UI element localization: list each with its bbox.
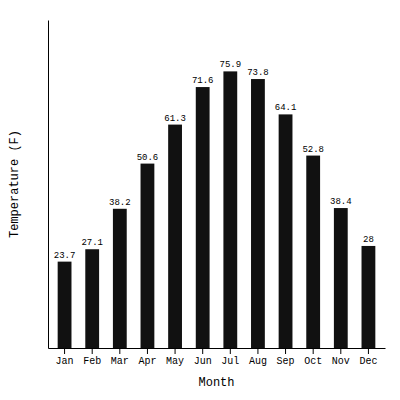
x-tick-label: Sep bbox=[277, 356, 295, 367]
x-tick: Aug bbox=[249, 348, 267, 367]
x-axis: Jan Feb Mar Apr May Jun Jul Aug Sep Oct Nov Dec bbox=[49, 348, 386, 367]
x-tick: Dec bbox=[359, 348, 377, 367]
bar bbox=[113, 209, 127, 348]
x-tick: Oct bbox=[304, 348, 322, 367]
bar bbox=[168, 125, 182, 348]
x-tick-label: Jun bbox=[194, 356, 212, 367]
x-tick: Nov bbox=[332, 348, 350, 367]
x-tick: Mar bbox=[111, 348, 129, 367]
x-tick-mark bbox=[340, 348, 341, 354]
data-label: 50.6 bbox=[137, 153, 159, 163]
y-axis-line bbox=[48, 21, 49, 349]
data-labels: 23.7 27.1 38.2 50.6 61.3 71.6 75.9 73.8 64.1 52.8… bbox=[54, 60, 374, 260]
x-tick-label: Apr bbox=[138, 356, 156, 367]
data-label: 38.4 bbox=[330, 197, 352, 207]
x-tick-label: Nov bbox=[332, 356, 350, 367]
x-tick-label: May bbox=[166, 356, 184, 367]
x-tick-label: Aug bbox=[249, 356, 267, 367]
data-label: 23.7 bbox=[54, 251, 76, 261]
x-tick-mark bbox=[119, 348, 120, 354]
data-label: 27.1 bbox=[81, 238, 103, 248]
x-tick-label: Oct bbox=[304, 356, 322, 367]
bar bbox=[334, 208, 348, 348]
bar bbox=[362, 246, 376, 348]
plot-area: Jan Feb Mar Apr May Jun Jul Aug Sep Oct Nov Dec 23.7… bbox=[49, 21, 386, 368]
x-tick: Jun bbox=[194, 348, 212, 367]
x-tick-label: Feb bbox=[83, 356, 101, 367]
data-label: 71.6 bbox=[192, 76, 214, 86]
data-label: 75.9 bbox=[220, 60, 242, 70]
x-axis-line bbox=[49, 348, 386, 349]
x-tick-mark bbox=[230, 348, 231, 354]
x-tick-label: Jul bbox=[221, 356, 239, 367]
bar bbox=[196, 87, 210, 348]
x-tick-label: Jan bbox=[56, 356, 74, 367]
bar bbox=[141, 164, 155, 348]
x-tick-label: Dec bbox=[359, 356, 377, 367]
bars bbox=[58, 71, 376, 348]
x-tick: Apr bbox=[138, 348, 156, 367]
x-tick-mark bbox=[257, 348, 258, 354]
x-tick: Jan bbox=[56, 348, 74, 367]
y-axis bbox=[48, 21, 49, 349]
x-tick: Sep bbox=[277, 348, 295, 367]
chart-container: Jan Feb Mar Apr May Jun Jul Aug Sep Oct Nov Dec 23.7… bbox=[0, 0, 400, 400]
data-label: 73.8 bbox=[247, 68, 269, 78]
x-tick: Jul bbox=[221, 348, 239, 367]
bar bbox=[251, 79, 265, 348]
data-label: 61.3 bbox=[164, 114, 186, 124]
bar bbox=[223, 71, 237, 348]
x-tick-mark bbox=[368, 348, 369, 354]
x-tick-mark bbox=[175, 348, 176, 354]
bar bbox=[279, 114, 293, 348]
x-tick-label: Mar bbox=[111, 356, 129, 367]
y-axis-title: Temperature (F) bbox=[8, 130, 22, 238]
data-label: 52.8 bbox=[302, 145, 324, 155]
x-tick: May bbox=[166, 348, 184, 367]
data-label: 28 bbox=[363, 235, 374, 245]
x-tick-mark bbox=[92, 348, 93, 354]
data-label: 64.1 bbox=[275, 103, 297, 113]
x-tick-mark bbox=[64, 348, 65, 354]
x-tick: Feb bbox=[83, 348, 101, 367]
x-tick-mark bbox=[202, 348, 203, 354]
bar bbox=[85, 249, 99, 348]
bar bbox=[306, 156, 320, 348]
x-tick-mark bbox=[313, 348, 314, 354]
bar bbox=[58, 262, 72, 348]
data-label: 38.2 bbox=[109, 198, 131, 208]
chart-svg: Jan Feb Mar Apr May Jun Jul Aug Sep Oct Nov Dec 23.7… bbox=[0, 0, 400, 400]
x-tick-mark bbox=[285, 348, 286, 354]
x-axis-title: Month bbox=[198, 376, 234, 390]
x-tick-mark bbox=[147, 348, 148, 354]
